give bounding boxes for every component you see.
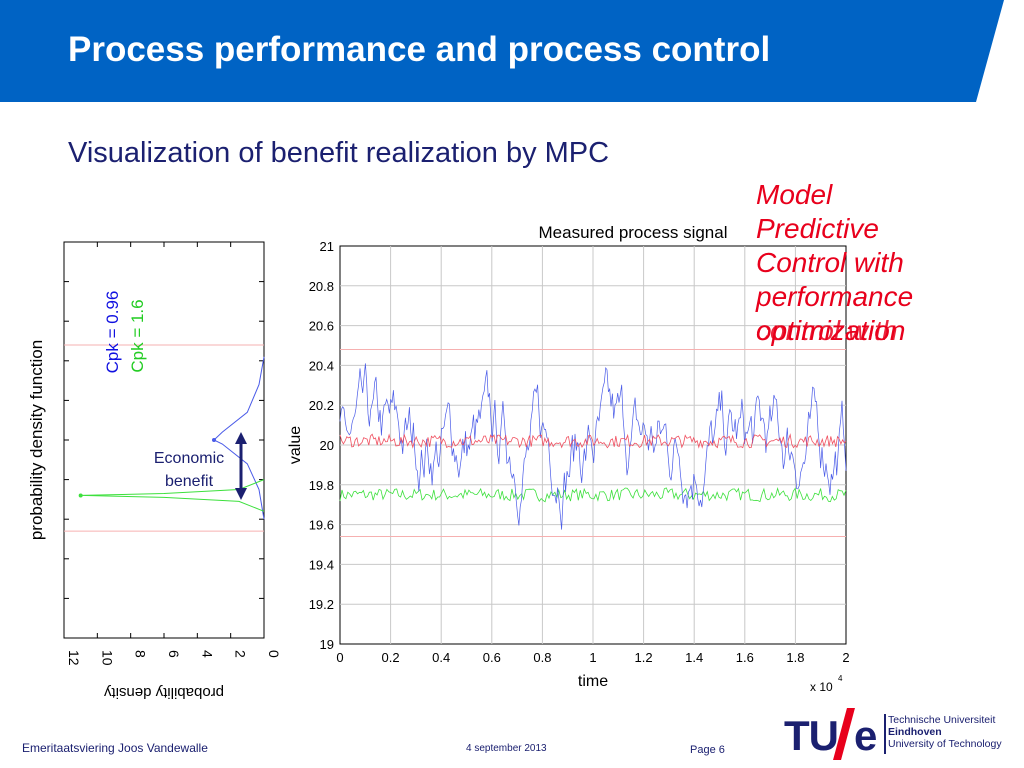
pdf-xtick-label: 8 (133, 650, 149, 658)
signal-ytick-label: 19 (320, 637, 334, 652)
tue-logo: TU e Technische Universiteit Eindhoven U… (784, 708, 1016, 760)
pdf-xtick-label: 6 (166, 650, 182, 658)
pdf-xtick-label: 4 (199, 650, 215, 658)
footer-event: Emeritaatsviering Joos Vandewalle (22, 741, 208, 755)
signal-ytick-label: 20 (320, 438, 334, 453)
pdf-xtick-label: 0 (266, 650, 282, 658)
slide-title: Process performance and process control (68, 30, 771, 69)
signal-xtick-label: 1.2 (635, 650, 653, 665)
signal-ytick-label: 19.4 (309, 557, 334, 572)
signal-xtick-label: 0.8 (533, 650, 551, 665)
signal-xtick-label: 0 (336, 650, 343, 665)
signal-xtick-label: 1.6 (736, 650, 754, 665)
pdf-y-axis-label: probability density function (27, 340, 46, 540)
logo-e: e (854, 712, 878, 759)
signal-series-green (339, 487, 847, 503)
mpc-line-1: Model (756, 179, 833, 210)
footer-page-number: Page 6 (690, 744, 725, 756)
footer-date: 4 september 2013 (466, 743, 547, 754)
cpk-blue-label: Cpk = 0.96 (103, 291, 122, 374)
pdf-x-axis-label: probability density (103, 684, 224, 701)
pdf-xtick-label: 10 (99, 650, 115, 666)
signal-y-axis-label: value (287, 426, 304, 464)
slide-subtitle: Visualization of benefit realization by … (68, 137, 610, 169)
mpc-line-4: performance (756, 281, 914, 312)
mpc-ghost-text: control with (756, 315, 898, 346)
signal-ytick-label: 20.8 (309, 279, 334, 294)
economic-benefit-label-2: benefit (165, 473, 214, 490)
signal-xtick-label: 0.4 (432, 650, 450, 665)
pdf-peak-marker-green (78, 493, 83, 498)
signal-ytick-label: 20.4 (309, 358, 334, 373)
signal-x-axis-label: time (578, 673, 608, 690)
mpc-callout: Model Predictive Control with performanc… (756, 178, 913, 348)
pdf-peak-marker-blue (212, 438, 216, 442)
logo-line-1: Technische Universiteit (888, 714, 996, 726)
signal-xtick-label: 1 (589, 650, 596, 665)
pdf-plot-frame (63, 241, 265, 639)
pdf-xtick-label: 2 (233, 650, 249, 658)
signal-series-red (339, 433, 847, 449)
logo-divider (884, 714, 886, 754)
signal-ytick-label: 19.6 (309, 518, 334, 533)
signal-xtick-label: 1.4 (685, 650, 703, 665)
mpc-line-2: Predictive (756, 213, 879, 244)
signal-ytick-label: 20.6 (309, 319, 334, 334)
signal-ytick-label: 19.2 (309, 597, 334, 612)
logo-tu: TU (784, 712, 839, 759)
signal-series-blue (339, 363, 847, 530)
signal-ytick-label: 19.8 (309, 478, 334, 493)
signal-ytick-label: 20.2 (309, 398, 334, 413)
signal-x-multiplier-exponent: 4 (838, 674, 843, 683)
title-banner (0, 0, 1024, 102)
signal-chart-title: Measured process signal (539, 223, 728, 242)
signal-xtick-label: 0.6 (483, 650, 501, 665)
signal-xtick-label: 2 (842, 650, 849, 665)
economic-benefit-label-1: Economic (154, 450, 224, 467)
pdf-xtick-label: 12 (66, 650, 82, 666)
logo-text: Technische Universiteit Eindhoven Univer… (888, 714, 1002, 750)
signal-xtick-label: 0.2 (382, 650, 400, 665)
signal-ytick-label: 21 (320, 239, 334, 254)
mpc-line-3: Control with (756, 247, 904, 278)
signal-xtick-label: 1.8 (786, 650, 804, 665)
logo-line-3: University of Technology (888, 738, 1002, 750)
signal-x-multiplier: x 10 (810, 680, 833, 694)
mpc-line-5: optimization (756, 315, 906, 346)
benefit-arrow-head-down (235, 488, 247, 500)
cpk-green-label: Cpk = 1.6 (128, 299, 147, 372)
benefit-arrow-head-up (235, 432, 247, 444)
logo-line-2: Eindhoven (888, 726, 942, 738)
